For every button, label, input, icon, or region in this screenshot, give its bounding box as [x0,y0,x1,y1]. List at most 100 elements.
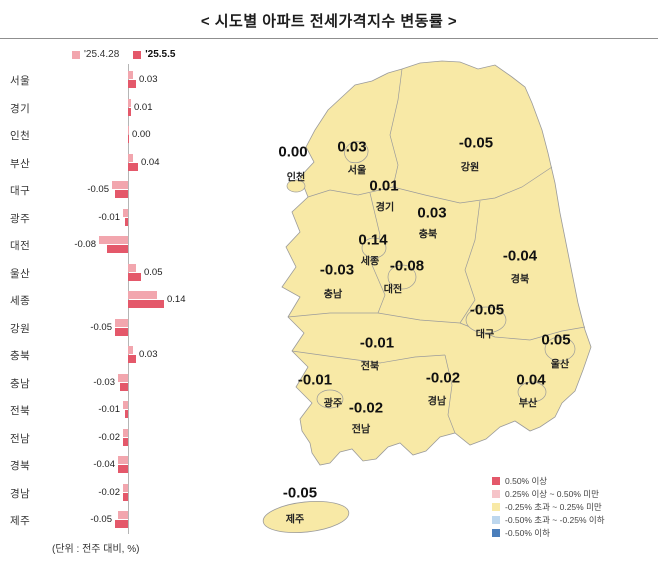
bar-prev [128,98,131,107]
bar-category-label: 충북 [10,350,31,362]
map-legend-item-2: -0.25% 초과 ~ 0.25% 미만 [492,500,605,513]
legend-swatch-curr [133,50,142,59]
bar-row-서울: 서울 0.03 [0,66,246,93]
map-region-label-울산: 울산 [550,359,570,371]
map-region-label-경기: 경기 [375,202,395,214]
bar-category-label: 제주 [10,515,31,527]
bar-chart-zero-axis [128,64,129,534]
bar-row-제주: 제주 -0.05 [0,506,246,533]
map-value-충남: -0.03 [319,261,355,279]
map-legend-label: 0.25% 이상 ~ 0.50% 미만 [505,488,599,499]
bar-row-경기: 경기 0.01 [0,94,246,121]
map-legend-item-3: -0.50% 초과 ~ -0.25% 이하 [492,513,605,526]
bar-value-label: 0.03 [139,349,158,360]
sejong-shape [361,237,387,259]
bar-row-강원: 강원 -0.05 [0,314,246,341]
border-chungnam-jeonbuk [287,312,378,318]
bar-curr [128,162,138,171]
bar-prev [118,456,128,464]
bar-row-경남: 경남 -0.02 [0,479,246,506]
bar-curr [128,80,136,88]
bar-curr [125,217,128,226]
bar-prev [115,318,128,327]
bar-prev [128,346,133,354]
bar-prev [123,428,128,437]
map-value-강원: -0.05 [458,134,494,152]
border-gyeonggi-gangwon [389,68,403,188]
bar-value-label: 0.01 [134,101,153,113]
map-value-서울: 0.03 [337,138,367,156]
map-legend-swatch [492,515,500,524]
map-value-부산: 0.04 [516,371,546,389]
bar-category-label: 인천 [10,130,31,142]
ulsan-shape [544,336,576,362]
bar-curr [115,520,128,528]
bar-prev [112,181,128,189]
bar-value-label: 0.00 [132,129,151,140]
map-legend-label: -0.50% 초과 ~ -0.25% 이하 [505,514,605,525]
bar-row-세종: 세종 0.14 [0,286,246,313]
bar-prev [128,153,133,162]
bar-category-label: 광주 [10,212,31,225]
bar-row-울산: 울산 0.05 [0,259,246,286]
bar-curr [118,465,128,473]
bar-prev [128,71,133,79]
map-region-label-대전: 대전 [383,284,403,296]
map-legend-item-1: 0.25% 이상 ~ 0.50% 미만 [492,487,605,500]
bar-category-label: 서울 [10,75,31,87]
map-legend-label: 0.50% 이상 [505,475,548,486]
bar-prev [118,373,128,382]
map-region-label-전북: 전북 [360,361,380,373]
bar-row-부산: 부산 0.04 [0,149,246,176]
map-region-label-전남: 전남 [351,424,371,436]
gwangju-shape [316,389,344,409]
bar-category-label: 세종 [10,295,31,307]
bar-category-label: 대구 [10,185,31,197]
bar-category-label: 울산 [10,267,31,280]
bar-row-전북: 전북 -0.01 [0,396,246,423]
bar-row-인천: 인천 0.00 [0,121,246,148]
bar-curr [120,382,128,391]
map-region-label-경북: 경북 [510,274,530,286]
bar-value-label: -0.01 [98,404,120,415]
bar-value-label: 0.04 [141,156,160,168]
bar-prev [123,401,128,409]
legend-swatch-prev [72,50,80,59]
map-value-제주: -0.05 [282,484,318,502]
jeju-island-shape [262,501,350,533]
bar-value-label: -0.05 [90,321,112,333]
title-divider [0,38,658,39]
bar-curr [128,107,131,116]
bar-row-전남: 전남 -0.02 [0,424,246,451]
bar-row-충남: 충남 -0.03 [0,369,246,396]
map-legend-label: -0.25% 초과 ~ 0.25% 미만 [505,501,602,512]
map-legend-swatch [492,528,500,537]
map-region-label-충남: 충남 [323,289,343,301]
bar-curr [107,245,128,253]
bar-prev [123,208,128,217]
map-legend-item-4: -0.50% 이하 [492,526,605,539]
map-value-경북: -0.04 [502,247,538,265]
bar-category-label: 부산 [10,157,31,170]
bar-prev [123,483,128,492]
bar-prev [128,126,129,134]
bar-row-대전: 대전 -0.08 [0,231,246,258]
map-region-label-서울: 서울 [347,165,367,177]
page-title: < 시도별 아파트 전세가격지수 변동률 > [200,13,458,30]
incheon-shape [286,179,306,193]
bar-value-label: 0.05 [144,266,163,278]
map-region-label-부산: 부산 [518,398,538,410]
border-gyeonggi-south [307,186,394,198]
map-value-대전: -0.08 [389,257,425,275]
bar-row-충북: 충북 0.03 [0,341,246,368]
bar-curr [123,492,128,501]
map-legend-label: -0.50% 이하 [505,527,550,538]
bar-curr [128,135,129,143]
map-value-전남: -0.02 [348,399,384,417]
bar-value-label: -0.05 [90,514,112,525]
map-region-label-경남: 경남 [427,396,447,408]
bar-prev [118,511,128,519]
bar-prev [128,291,157,299]
bar-value-label: -0.02 [98,486,120,498]
